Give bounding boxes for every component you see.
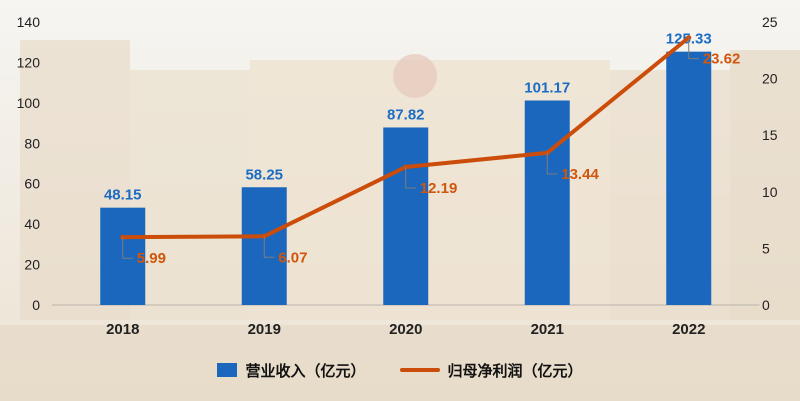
line-series: 5.99 6.07 12.19 13.44 23.62 <box>120 35 740 267</box>
left-axis-tick: 140 <box>17 14 41 30</box>
category-label: 2018 <box>106 321 139 338</box>
category-label: 2020 <box>389 321 422 338</box>
revenue-value-label: 101.17 <box>524 79 570 96</box>
net-profit-value-label: 5.99 <box>137 250 166 267</box>
net-profit-value-label: 6.07 <box>278 249 307 266</box>
left-axis-tick: 100 <box>17 95 41 111</box>
category-label: 2019 <box>248 321 281 338</box>
left-axis-tick: 40 <box>24 216 40 232</box>
net-profit-value-label: 23.62 <box>703 51 741 68</box>
left-axis-tick: 80 <box>24 135 40 151</box>
net-profit-leader-line <box>688 37 699 60</box>
left-axis: 0 20 40 60 80 100 120 140 <box>17 14 41 313</box>
left-axis-tick: 20 <box>24 257 40 273</box>
net-profit-leader-line <box>122 237 133 259</box>
revenue-bar <box>524 100 570 306</box>
net-profit-leader-line <box>405 167 416 189</box>
category-labels: 2018 2019 2020 2021 2022 <box>106 321 705 338</box>
category-label: 2021 <box>531 321 564 338</box>
right-axis-tick: 20 <box>762 71 778 87</box>
right-axis-tick: 25 <box>762 14 778 30</box>
legend: 营业收入（亿元） 归母净利润（亿元） <box>0 355 800 385</box>
legend-item-net-profit: 归母净利润（亿元） <box>399 360 583 381</box>
net-profit-value-label: 13.44 <box>561 166 599 183</box>
net-profit-value-label: 12.19 <box>420 180 458 197</box>
legend-line-swatch <box>399 368 440 372</box>
left-axis-tick: 0 <box>32 297 40 313</box>
left-axis-tick: 60 <box>24 176 40 192</box>
right-axis-tick: 5 <box>762 240 770 256</box>
legend-net-profit-label: 归母净利润（亿元） <box>447 361 583 380</box>
legend-bar-swatch <box>217 363 238 377</box>
left-axis-tick: 120 <box>17 54 41 70</box>
net-profit-leader-line <box>263 236 275 258</box>
right-axis-tick: 15 <box>762 127 778 143</box>
revenue-value-label: 58.25 <box>245 166 283 183</box>
right-axis-tick: 10 <box>762 184 778 200</box>
category-label: 2022 <box>672 321 705 338</box>
revenue-value-label: 87.82 <box>387 106 425 123</box>
revenue-bar <box>383 127 429 305</box>
net-profit-leader-line <box>546 152 558 175</box>
right-axis: 0 5 10 15 20 25 <box>762 14 778 313</box>
right-axis-tick: 0 <box>762 297 770 313</box>
revenue-value-label: 48.15 <box>104 187 142 204</box>
revenue-bar <box>666 51 712 305</box>
legend-revenue-label: 营业收入（亿元） <box>245 361 366 380</box>
legend-item-revenue: 营业收入（亿元） <box>217 360 366 381</box>
bar-series <box>100 51 712 306</box>
